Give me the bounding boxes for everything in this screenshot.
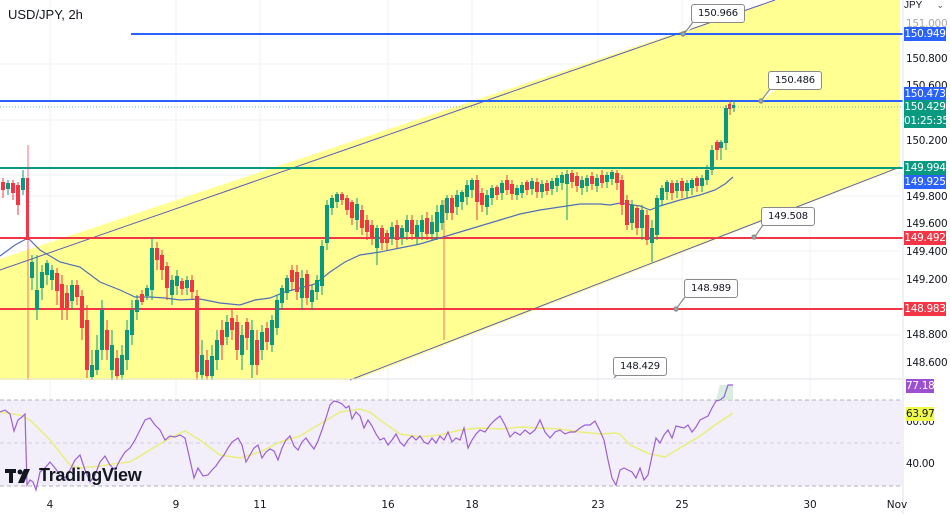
price-tick: 148.800	[906, 329, 948, 341]
rsi-value-tag: 77.18	[906, 379, 935, 393]
time-tick: 30	[803, 499, 817, 511]
annotation-148989[interactable]: 148.989	[684, 279, 738, 298]
annotation-149508[interactable]: 149.508	[761, 207, 815, 226]
annotation-150486[interactable]: 150.486	[768, 71, 822, 90]
rsi-tick: 40.00	[906, 458, 935, 470]
price-tag-149994: 149.994	[904, 161, 946, 175]
time-tick: 4	[46, 499, 54, 511]
price-tick: 149.200	[906, 274, 948, 286]
time-tick: 18	[465, 499, 479, 511]
time-tick: 23	[591, 499, 605, 511]
price-tick: 149.600	[906, 218, 948, 230]
bar-countdown: 01:25:35	[904, 115, 949, 127]
price-tag-149492: 149.492	[904, 231, 946, 245]
currency-selector[interactable]: JPY ⌄	[904, 0, 950, 13]
logo-text: TradingView	[39, 465, 142, 485]
time-tick: 25	[675, 499, 689, 511]
annotation-150966[interactable]: 150.966	[691, 4, 745, 23]
last-price-tag: 150.429 01:25:35	[904, 100, 949, 128]
channel-upper-line[interactable]	[0, 0, 776, 271]
annotation-148429[interactable]: 148.429	[613, 357, 667, 376]
parallel-channel[interactable]	[0, 0, 900, 380]
price-tag-150949: 150.949	[904, 27, 946, 41]
time-tick: 11	[253, 499, 267, 511]
price-tag-150473: 150.473	[904, 87, 946, 101]
channel-lower-line[interactable]	[349, 166, 901, 381]
rsi-line	[0, 384, 733, 493]
price-tick: 149.400	[906, 246, 948, 258]
time-tick: 16	[381, 499, 395, 511]
price-tick: 149.800	[906, 191, 948, 203]
time-tick: Nov	[886, 499, 908, 511]
currency-label: JPY	[904, 0, 923, 11]
price-tick: 148.600	[906, 357, 948, 369]
rsi-pane[interactable]	[0, 384, 903, 493]
price-tag-148983: 148.983	[904, 302, 946, 316]
candlesticks	[1, 100, 735, 380]
symbol-title[interactable]: USD/JPY, 2h	[8, 7, 83, 22]
rsi-ma-line	[0, 408, 734, 469]
time-tick: 9	[172, 499, 180, 511]
last-price-value: 150.429	[904, 101, 946, 113]
price-tick: 150.200	[906, 135, 948, 147]
ma-value-tag: 149.925	[904, 175, 946, 189]
chevron-down-icon: ⌄	[936, 0, 944, 10]
price-tick: 150.800	[906, 53, 948, 65]
rsi-ma-value-tag: 63.97	[906, 407, 935, 421]
tradingview-logo-icon	[5, 468, 30, 483]
tradingview-logo[interactable]: TradingView	[5, 465, 142, 486]
